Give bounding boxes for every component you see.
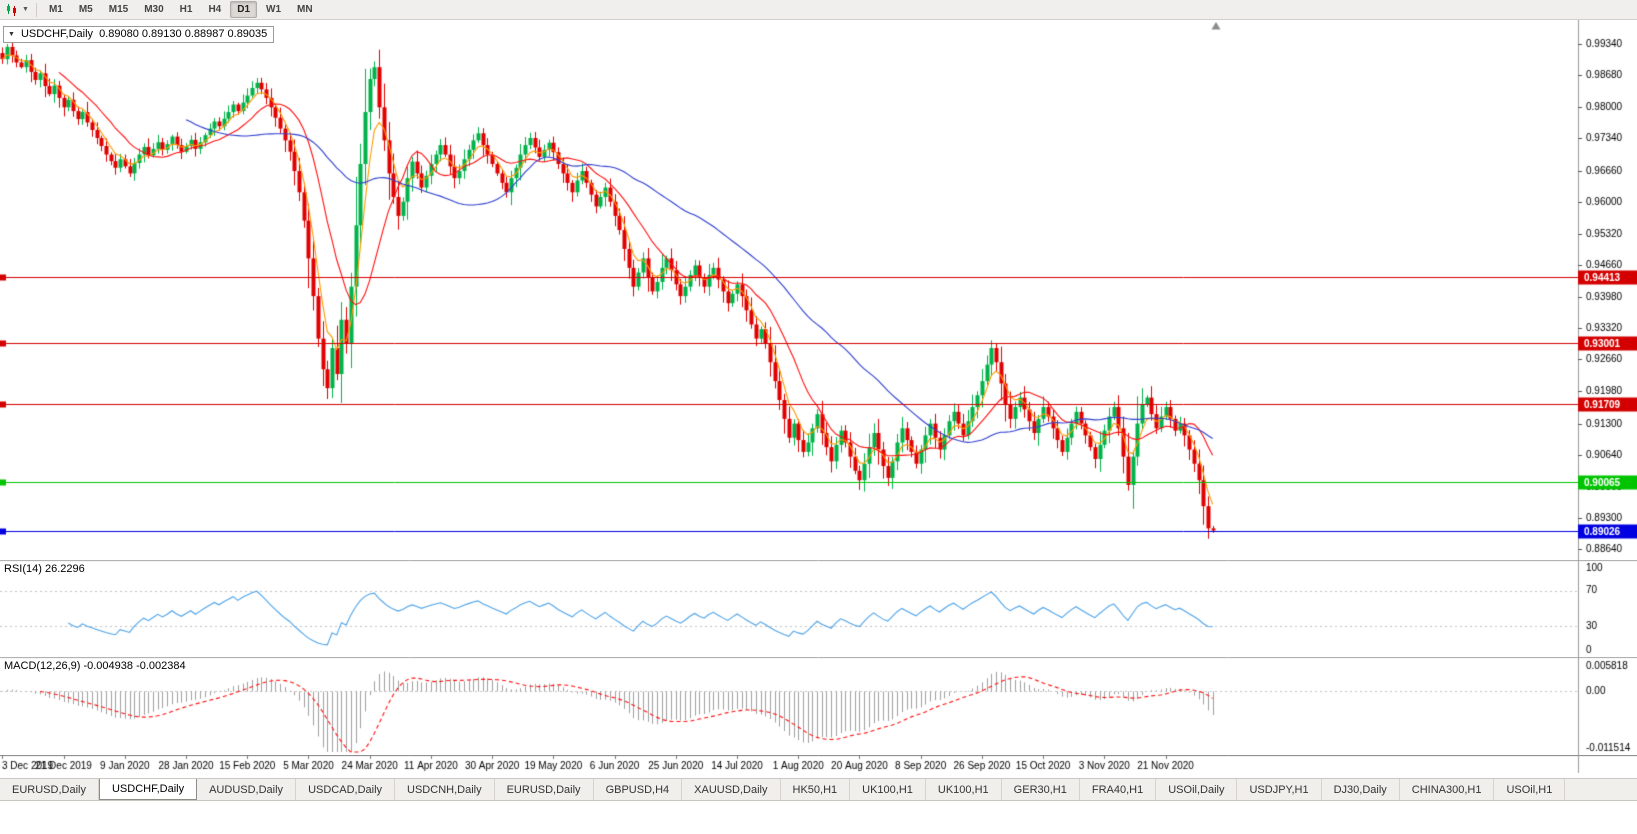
- toolbar-separator: [35, 2, 37, 17]
- macd-indicator-label: MACD(12,26,9) -0.004938 -0.002384: [4, 660, 186, 672]
- date-axis-canvas[interactable]: [0, 755, 1637, 773]
- chart-tab-2-audusd-daily[interactable]: AUDUSD,Daily: [197, 779, 297, 800]
- chart-tab-15-dj30-daily[interactable]: DJ30,Daily: [1321, 779, 1400, 800]
- chart-tab-5-eurusd-daily[interactable]: EURUSD,Daily: [494, 779, 594, 800]
- timeframe-button-d1[interactable]: D1: [230, 1, 258, 18]
- chart-tab-7-xauusd-daily[interactable]: XAUUSD,Daily: [682, 779, 781, 800]
- price-chart-canvas[interactable]: [0, 20, 1637, 560]
- chart-tab-17-usoil-h1[interactable]: USOil,H1: [1494, 779, 1566, 800]
- chart-tab-11-ger30-h1[interactable]: GER30,H1: [1001, 779, 1080, 800]
- timeframe-button-h4[interactable]: H4: [208, 4, 222, 15]
- chart-tab-6-gbpusd-h4[interactable]: GBPUSD,H4: [593, 779, 683, 800]
- timeframe-button-m1[interactable]: M1: [48, 4, 63, 15]
- timeframe-button-mn[interactable]: MN: [297, 4, 313, 15]
- chart-type-dropdown-icon[interactable]: ▼: [22, 6, 29, 13]
- candlestick-chart-icon[interactable]: [3, 2, 21, 18]
- chart-type-group: ▼: [3, 0, 32, 19]
- timeframe-toolbar: M1 M5 M15 M30 H1 H4 D1 W1 MN: [41, 0, 321, 19]
- chart-tab-9-uk100-h1[interactable]: UK100,H1: [850, 779, 926, 800]
- timeframe-button-h1[interactable]: H1: [179, 4, 193, 15]
- timeframe-button-m5[interactable]: M5: [78, 4, 93, 15]
- chart-tab-16-china300-h1[interactable]: CHINA300,H1: [1399, 779, 1495, 800]
- symbol-ohlc: 0.89080 0.89130 0.88987 0.89035: [99, 28, 268, 40]
- timeframe-button-w1[interactable]: W1: [266, 4, 282, 15]
- chart-tab-10-uk100-h1[interactable]: UK100,H1: [925, 779, 1002, 800]
- timeframe-button-m15[interactable]: M15: [108, 4, 129, 15]
- macd-pane-canvas[interactable]: [0, 657, 1637, 755]
- rsi-pane-canvas[interactable]: [0, 560, 1637, 657]
- timeframe-button-m30[interactable]: M30: [144, 4, 164, 15]
- chart-tab-13-usoil-daily[interactable]: USOil,Daily: [1156, 779, 1238, 800]
- chart-tab-3-usdcad-daily[interactable]: USDCAD,Daily: [296, 779, 396, 800]
- chart-tabs-bar: EURUSD,Daily USDCHF,Daily AUDUSD,Daily USDC…: [0, 778, 1637, 801]
- chart-tab-1-usdchf-daily[interactable]: USDCHF,Daily: [98, 779, 198, 800]
- chart-tab-0-eurusd-daily[interactable]: EURUSD,Daily: [0, 779, 99, 800]
- chart-symbol-label[interactable]: ▼ USDCHF,Daily 0.89080 0.89130 0.88987 0…: [3, 26, 275, 43]
- symbol-title: USDCHF,Daily: [20, 28, 94, 40]
- rsi-indicator-label: RSI(14) 26.2296: [4, 563, 85, 575]
- chart-window: ▼ USDCHF,Daily 0.89080 0.89130 0.88987 0…: [0, 20, 1637, 773]
- chart-tab-8-hk50-h1[interactable]: HK50,H1: [780, 779, 851, 800]
- chart-tab-4-usdcnh-daily[interactable]: USDCNH,Daily: [395, 779, 495, 800]
- toolbar: ▼ M1 M5 M15 M30 H1 H4 D1 W1 MN: [0, 0, 1637, 20]
- chart-tab-12-fra40-h1[interactable]: FRA40,H1: [1079, 779, 1157, 800]
- chart-tab-14-usdjpy-h1[interactable]: USDJPY,H1: [1237, 779, 1322, 800]
- collapse-panel-icon[interactable]: ▼: [8, 30, 15, 38]
